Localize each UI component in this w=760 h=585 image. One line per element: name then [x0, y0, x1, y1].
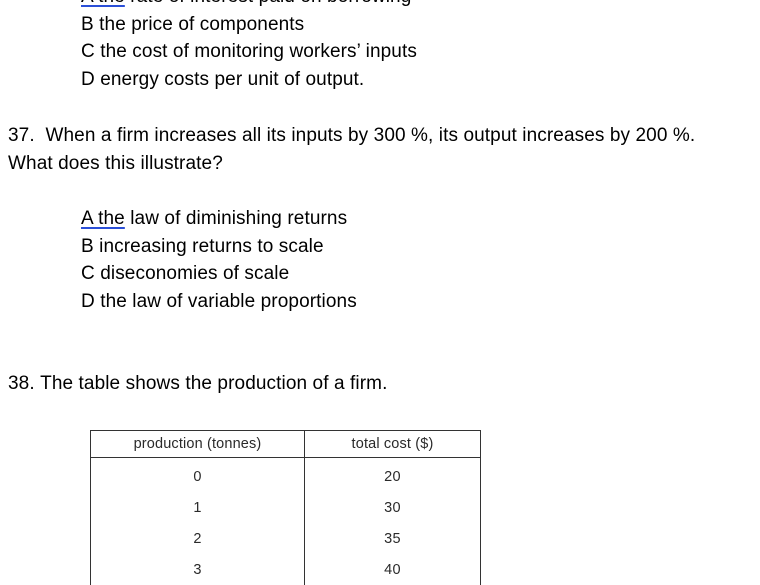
q37-option-item-a: A the law of diminishing returns	[81, 205, 357, 233]
question-37-line-2: What does this illustrate?	[8, 150, 748, 178]
option-a-key: A the	[81, 0, 125, 7]
q37-option-a-key: A the	[81, 208, 125, 229]
top-options-block: A the rate of interest paid on borrowing…	[81, 0, 417, 93]
table-header-total-cost: total cost ($)	[305, 431, 481, 458]
q37-option-item-d: D the law of variable proportions	[81, 288, 357, 316]
question-37: 37. When a firm increases all its inputs…	[8, 122, 748, 178]
option-a-text: rate of interest paid on borrowing	[130, 0, 411, 7]
q37-option-c-key: C	[81, 263, 95, 284]
question-38: 38. The table shows the production of a …	[8, 370, 608, 398]
q37-option-item-b: B increasing returns to scale	[81, 233, 357, 261]
cell-production-0: 0	[91, 458, 305, 493]
cell-production-1: 1	[91, 492, 305, 523]
table-row: 2 35	[91, 523, 481, 554]
option-item-d: D energy costs per unit of output.	[81, 66, 417, 94]
production-table-body: 0 20 1 30 2 35 3 40	[91, 458, 481, 585]
production-table-wrapper: production (tonnes) total cost ($) 0 20 …	[90, 430, 454, 585]
option-d-line: D	[81, 69, 95, 90]
question-38-stem: The table shows the production of a firm…	[40, 373, 387, 394]
option-b-text: the price of components	[99, 14, 304, 35]
option-item-a: A the rate of interest paid on borrowing	[81, 0, 417, 11]
q37-option-item-c: C diseconomies of scale	[81, 260, 357, 288]
table-row: 1 30	[91, 492, 481, 523]
cell-production-2: 2	[91, 523, 305, 554]
table-header-row: production (tonnes) total cost ($)	[91, 431, 481, 458]
option-c-line: C	[81, 41, 95, 62]
q37-option-a-text: law of diminishing returns	[130, 208, 347, 229]
table-header-production: production (tonnes)	[91, 431, 305, 458]
option-item-b: B the price of components	[81, 11, 417, 39]
question-38-number: 38.	[8, 373, 35, 394]
q37-option-b-key: B	[81, 236, 94, 257]
option-item-c: C the cost of monitoring workers’ inputs	[81, 38, 417, 66]
q37-option-d-text: the law of variable proportions	[100, 291, 357, 312]
production-table-head: production (tonnes) total cost ($)	[91, 431, 481, 458]
option-d-text: energy costs per unit of output.	[100, 69, 364, 90]
question-37-line-1: 37. When a firm increases all its inputs…	[8, 122, 748, 150]
cell-total-cost-0: 20	[305, 458, 481, 493]
cell-total-cost-2: 35	[305, 523, 481, 554]
q37-option-b-text: increasing returns to scale	[99, 236, 323, 257]
table-row: 0 20	[91, 458, 481, 493]
question-37-stem: When a firm increases all its inputs by …	[45, 125, 695, 146]
question-37-options: A the law of diminishing returns B incre…	[81, 205, 357, 315]
production-table: production (tonnes) total cost ($) 0 2 0 …	[90, 430, 481, 585]
question-37-number: 37.	[8, 125, 35, 146]
q37-option-d-key: D	[81, 291, 95, 312]
cell-total-cost-1: 30	[305, 492, 481, 523]
option-b-line: B	[81, 14, 94, 35]
q37-option-c-text: diseconomies of scale	[100, 263, 289, 284]
document-page: A the rate of interest paid on borrowing…	[0, 0, 760, 570]
option-c-text: the cost of monitoring workers’ inputs	[100, 41, 417, 62]
